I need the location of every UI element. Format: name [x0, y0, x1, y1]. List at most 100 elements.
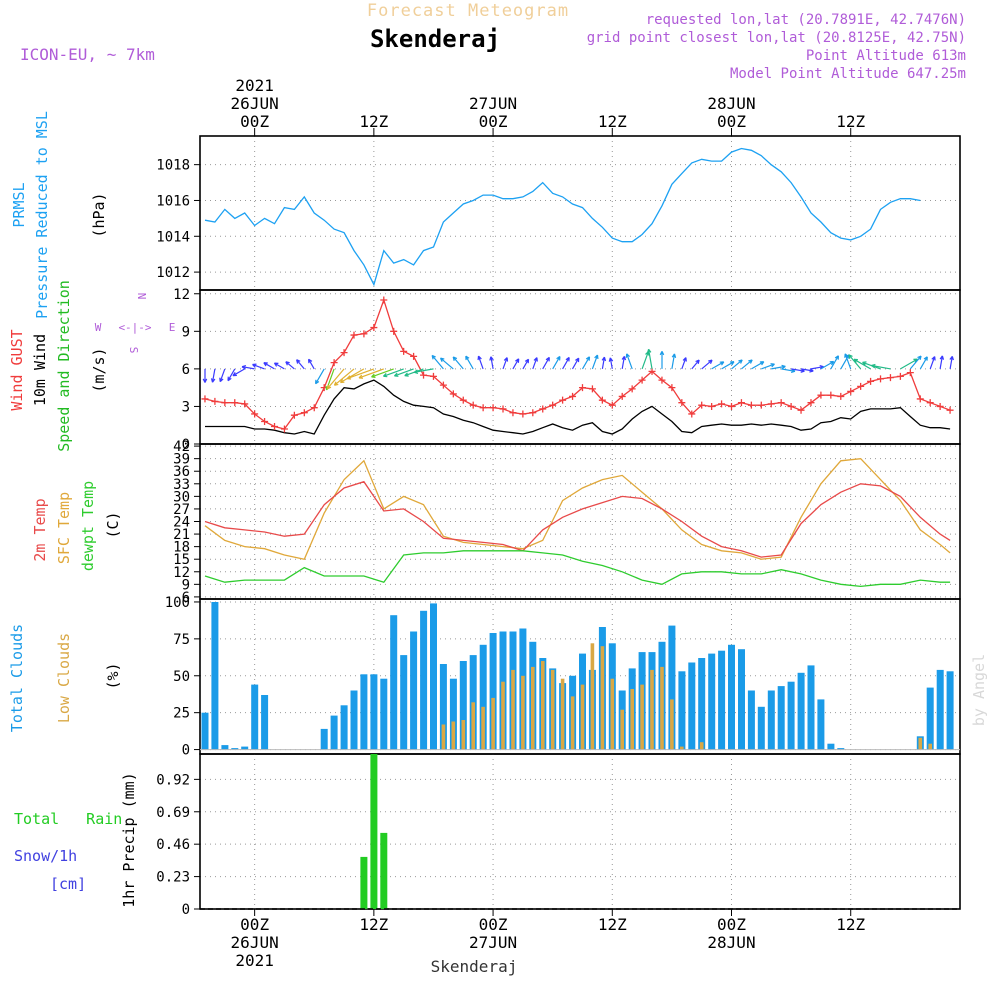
low-cloud-bar	[600, 646, 605, 750]
y-tick-label: 75	[173, 632, 190, 648]
gust-marker	[350, 331, 358, 339]
pressure-label-2: Pressure Reduced to MSL	[33, 111, 51, 319]
low-cloud-bar	[471, 702, 475, 750]
gust-marker	[777, 399, 785, 407]
total-cloud-bar	[221, 745, 229, 750]
x-tick-label-bottom: 00Z	[717, 915, 746, 934]
y-tick-label: 30	[173, 489, 190, 505]
total-cloud-bar	[231, 748, 239, 750]
wind-direction-arrow	[404, 368, 424, 377]
gust-marker	[598, 396, 606, 404]
total-cloud-bar	[261, 695, 269, 750]
x-tick-label-top: 00Z	[240, 112, 269, 131]
total-cloud-bar	[946, 671, 954, 750]
y-tick-label: 100	[165, 595, 190, 611]
wind-dir-label: Speed and Direction	[55, 280, 73, 452]
y-tick-label: 0.69	[156, 805, 190, 821]
low-cloud-bar	[521, 675, 525, 750]
gust-marker	[549, 401, 557, 409]
total-cloud-bar	[728, 644, 735, 750]
wind-direction-arrow	[542, 356, 550, 370]
wind-direction-arrow	[621, 355, 627, 370]
wind-direction-arrow	[315, 368, 325, 385]
wind-direction-arrow	[273, 362, 285, 370]
wind-10m-label: 10m Wind	[31, 334, 49, 406]
temp-sfc-label: SFC Temp	[55, 492, 73, 564]
gust-marker	[747, 401, 755, 409]
gust-marker	[221, 399, 229, 407]
total-cloud-bar	[380, 678, 388, 750]
gust-marker	[638, 376, 646, 384]
y-tick-label: 21	[173, 527, 190, 543]
gust-marker	[429, 372, 437, 380]
info-line-3: Point Altitude 613m	[806, 48, 966, 64]
gust-marker	[459, 396, 467, 404]
wind-direction-arrow	[477, 355, 484, 370]
total-cloud-bar	[747, 690, 755, 750]
total-cloud-bar	[678, 671, 686, 750]
x-tick-label-top: 2021	[235, 76, 274, 95]
low-cloud-bar	[610, 678, 615, 750]
wind-direction-arrow	[853, 358, 871, 370]
x-tick-label-bottom: 28JUN	[707, 933, 755, 952]
low-cloud-bar	[680, 746, 684, 750]
total-cloud-bar	[698, 658, 706, 750]
total-cloud-bar	[201, 712, 209, 750]
low-cloud-bar	[511, 669, 515, 750]
total-cloud-bar	[439, 664, 447, 750]
wind-direction-arrow	[263, 362, 275, 370]
gust-marker	[370, 324, 378, 332]
x-tick-label-bottom: 12Z	[836, 915, 865, 934]
y-tick-label: 0.23	[156, 870, 190, 886]
wind-direction-arrow	[465, 355, 474, 370]
dewpt-temp-line	[204, 550, 951, 588]
y-tick-label: 25	[173, 706, 190, 722]
x-tick-label-bottom: 26JUN	[231, 933, 279, 952]
y-tick-label: 3	[182, 399, 190, 415]
x-tick-label-top: 00Z	[479, 112, 508, 131]
y-tick-label: 0	[182, 902, 190, 918]
wind-direction-arrow	[601, 356, 607, 370]
wind-direction-arrow	[820, 360, 835, 370]
gust-marker	[867, 377, 875, 385]
compass-axis: <-|->	[118, 321, 151, 334]
gust-marker	[310, 404, 318, 412]
wind-direction-arrow	[681, 357, 687, 370]
sfc-temp-line	[204, 458, 951, 560]
gust-marker	[678, 399, 686, 407]
total-cloud-bar	[757, 706, 765, 750]
wind-direction-arrow	[909, 355, 922, 370]
gust-marker	[916, 395, 924, 403]
wind-direction-arrow	[296, 359, 305, 370]
wind-direction-arrow	[210, 368, 216, 383]
compass-s: S	[127, 347, 140, 354]
x-tick-label-top: 00Z	[717, 112, 746, 131]
gust-marker	[241, 400, 249, 408]
gust-marker	[569, 392, 577, 400]
y-tick-label: 1012	[156, 265, 190, 281]
gust-marker	[261, 417, 269, 425]
gust-marker	[608, 401, 616, 409]
wind-direction-arrow	[929, 356, 936, 370]
footer-location: Skenderaj	[431, 957, 518, 976]
wind-direction-arrow	[326, 368, 345, 390]
total-cloud-bar	[370, 674, 378, 750]
wind-direction-arrow	[871, 363, 891, 370]
temp-unit: (C)	[104, 511, 122, 538]
total-cloud-bar	[360, 674, 368, 750]
low-cloud-bar	[620, 709, 624, 750]
wind-direction-arrow	[358, 368, 385, 379]
wind-direction-arrow	[562, 356, 570, 370]
wind-direction-arrow	[308, 358, 315, 370]
info-line-4: Model Point Altitude 647.25m	[730, 66, 966, 82]
gust-marker	[628, 385, 636, 393]
total-cloud-bar	[449, 678, 457, 750]
wind-direction-arrow	[844, 353, 852, 370]
wind-direction-arrow	[701, 359, 713, 370]
wind-direction-arrow	[439, 357, 454, 370]
wind-direction-arrow	[241, 365, 255, 370]
y-tick-label: 0.46	[156, 837, 190, 853]
wind-direction-arrow	[939, 355, 945, 370]
x-tick-label-bottom: 00Z	[240, 915, 269, 934]
y-tick-label: 1018	[156, 158, 190, 174]
